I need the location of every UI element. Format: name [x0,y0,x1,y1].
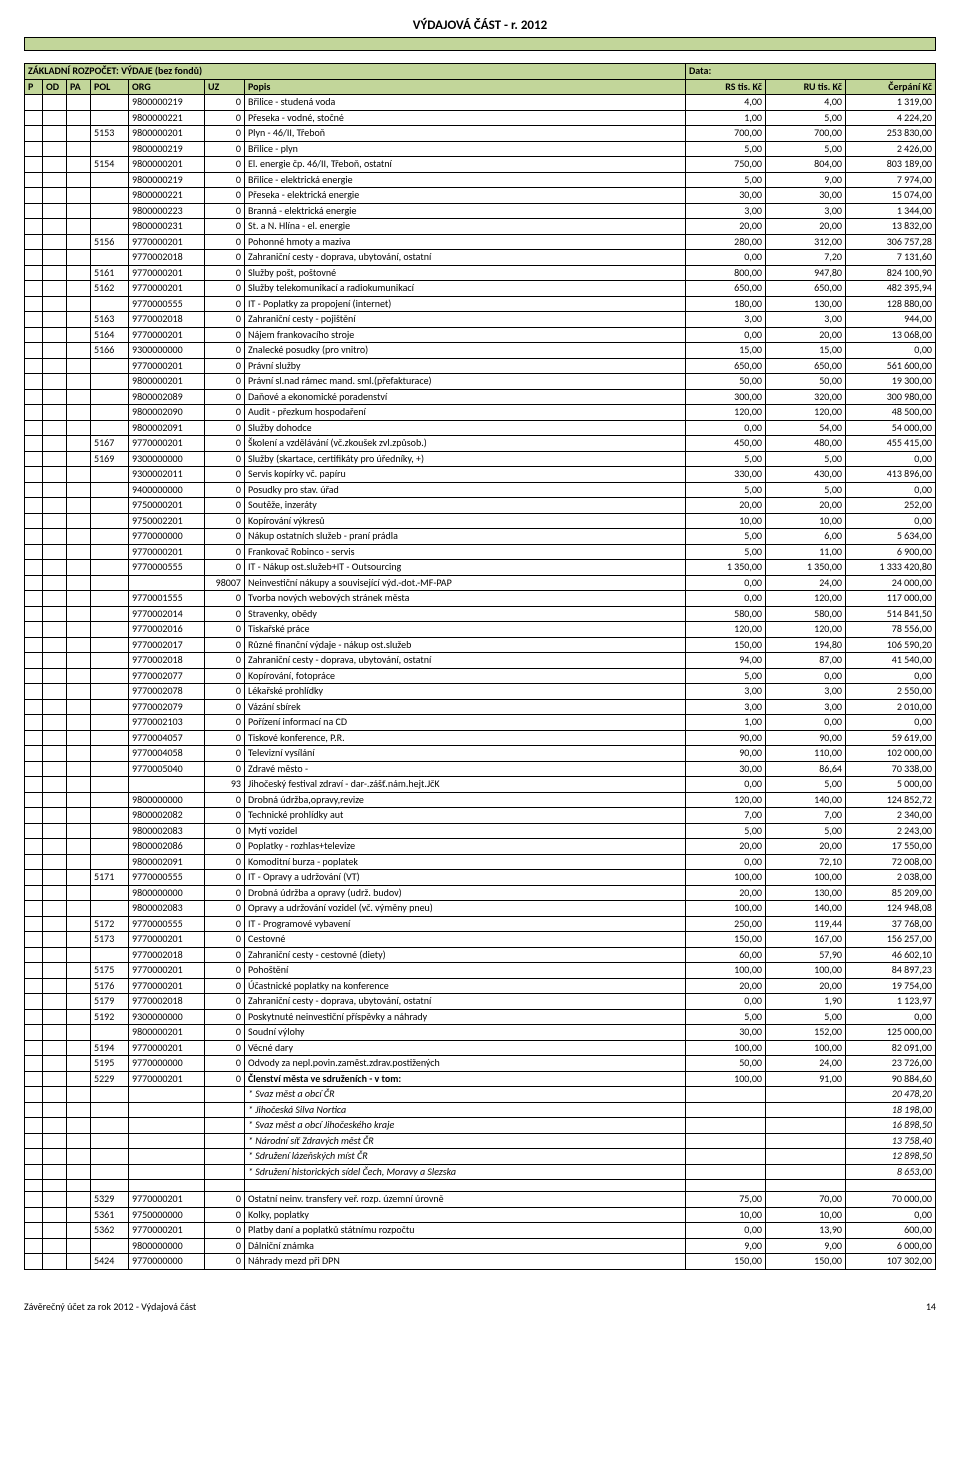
table-row: * Sdružení historických sídel Čech, Mora… [25,1164,936,1180]
table-row: 517597700002010Pohoštění100,00100,0084 8… [25,963,936,979]
table-row: 98000000000Drobná údržba,opravy,revize12… [25,792,936,808]
table-row: 532997700002010Ostatní neinv. transfery … [25,1192,936,1208]
col-popis: Popis [245,79,686,95]
table-row: 517997700020180Zahraniční cesty - doprav… [25,994,936,1010]
table-row: 98000020830Mytí vozidel5,005,002 243,00 [25,823,936,839]
table-row: 516993000000000Služby (skartace, certifi… [25,451,936,467]
table-row: 97500002010Soutěže, inzeráty20,0020,0025… [25,498,936,514]
table-row: 97700040570Tiskové konference, P.R.90,00… [25,730,936,746]
table-row: 97700020160Tiskařské práce120,00120,0078… [25,622,936,638]
table-row: 98000020910Komoditní burza - poplatek0,0… [25,854,936,870]
table-row: 517297700005550IT - Programové vybavení2… [25,916,936,932]
table-row: 515498000002010El. energie čp. 46/II, Tř… [25,157,936,173]
table-row: 522997700002010Členství města ve sdružen… [25,1071,936,1087]
col-cer: Čerpání Kč [845,79,935,95]
table-row: 98000020830Opravy a udržování vozidel (v… [25,901,936,917]
table-row: 97500022010Kopírování výkresů10,0010,000… [25,513,936,529]
table-row: 519497700002010Věcné dary100,00100,0082 … [25,1040,936,1056]
title-bar [24,37,936,51]
table-row: 97700040580Televizní vysílání90,00110,00… [25,746,936,762]
header-left: ZÁKLADNÍ ROZPOČET: VÝDAJE (bez fondů) [25,64,686,80]
table-row: 536297700002010Platby daní a poplatků st… [25,1223,936,1239]
table-row: 97700002010Právní služby650,00650,00561 … [25,358,936,374]
col-pa: PA [67,79,91,95]
table-row: 97700000000Nákup ostatních služeb - pran… [25,529,936,545]
table-row: 98000000000Dálniční známka9,009,006 000,… [25,1238,936,1254]
table-row: * Sdružení lázeňských míst ČR12 898,50 [25,1149,936,1165]
table-row: * Národní síť Zdravých měst ČR13 758,40 [25,1133,936,1149]
table-row: 98000002230Branná - elektrická energie3,… [25,203,936,219]
table-row: * Svaz měst a obcí ČR20 478,20 [25,1087,936,1103]
table-row: 98000020890Daňové a ekonomické poradenst… [25,389,936,405]
table-row: 98000002190Břilice - plyn5,005,002 426,0… [25,141,936,157]
table-row: 97700020790Vázání sbírek3,003,002 010,00 [25,699,936,715]
table-row: 97700015550Tvorba nových webových stráne… [25,591,936,607]
table-row: 97700005550IT - Poplatky za propojení (i… [25,296,936,312]
table-row: 98007Neinvestiční nákupy a související v… [25,575,936,591]
table-row: 515697700002010Pohonné hmoty a maziva280… [25,234,936,250]
col-ru: RU tis. Kč [765,79,845,95]
col-rs: RS tis. Kč [685,79,765,95]
col-uz: UZ [205,79,245,95]
table-row: 519597700000000Odvody za nepl.povin.zamě… [25,1056,936,1072]
col-org: ORG [129,79,205,95]
table-row: 98000020900Audit - přezkum hospodaření12… [25,405,936,421]
table-row: 542497700000000Náhrady mezd při DPN150,0… [25,1254,936,1270]
page-footer: Závěrečný účet za rok 2012 - Výdajová čá… [24,1300,936,1313]
table-row: 98000020860Poplatky - rozhlas+televize20… [25,839,936,855]
table-row: 94000000000Posudky pro stav. úřad5,005,0… [25,482,936,498]
table-row: 516797700002010Školení a vzdělávání (vč.… [25,436,936,452]
table-row: 517197700005550IT - Opravy a udržování (… [25,870,936,886]
footer-left: Závěrečný účet za rok 2012 - Výdajová čá… [24,1300,196,1313]
table-row: 97700050400Zdravé město -30,0086,6470 33… [25,761,936,777]
table-row: 97700020180Zahraniční cesty - cestovné (… [25,947,936,963]
table-row: 97700020180Zahraniční cesty - doprava, u… [25,250,936,266]
page-title: VÝDAJOVÁ ČÁST - r. 2012 [24,18,936,33]
table-row: 515398000002010Plyn - 46/II, Třeboň700,0… [25,126,936,142]
table-row: 98000020820Technické prohlídky aut7,007,… [25,808,936,824]
table-row: 97700020180Zahraniční cesty - doprava, u… [25,653,936,669]
table-row: 516197700002010Služby pošt, poštovné800,… [25,265,936,281]
table-row: 98000002210Přeseka - elektrická energie3… [25,188,936,204]
table-row: 97700020140Stravenky, obědy580,00580,005… [25,606,936,622]
footer-right: 14 [926,1300,936,1313]
header-row-1: ZÁKLADNÍ ROZPOČET: VÝDAJE (bez fondů) Da… [25,64,936,80]
table-row [25,1180,936,1192]
header-row-2: P OD PA POL ORG UZ Popis RS tis. Kč RU t… [25,79,936,95]
table-row: 516397700020180Zahraniční cesty - pojišt… [25,312,936,328]
table-row: 97700021030Pořízení informací na CD1,000… [25,715,936,731]
col-od: OD [43,79,67,95]
table-row: 97700002010Frankovač Robinco - servis5,0… [25,544,936,560]
table-row: 536197500000000Kolky, poplatky10,0010,00… [25,1207,936,1223]
budget-table: ZÁKLADNÍ ROZPOČET: VÝDAJE (bez fondů) Da… [24,63,936,1270]
table-row: 98000002190Břilice - elektrická energie5… [25,172,936,188]
table-row: 98000002190Břilice - studená voda4,004,0… [25,95,936,111]
table-row: * Svaz měst a obcí Jihočeského kraje16 8… [25,1118,936,1134]
table-row: 516497700002010Nájem frankovacího stroje… [25,327,936,343]
table-row: 516693000000000Znalecké posudky (pro vni… [25,343,936,359]
table-row: 516297700002010Služby telekomunikací a r… [25,281,936,297]
table-row: * Jihočeská Silva Nortica18 198,00 [25,1102,936,1118]
table-row: 98000002310St. a N. Hlína - el. energie2… [25,219,936,235]
table-row: 98000020910Služby dohodce0,0054,0054 000… [25,420,936,436]
table-row: 98000002010Soudní výlohy30,00152,00125 0… [25,1025,936,1041]
table-row: 517397700002010Cestovné150,00167,00156 2… [25,932,936,948]
col-p: P [25,79,43,95]
table-row: 93000020110Servis kopírky vč. papíru330,… [25,467,936,483]
col-pol: POL [91,79,129,95]
table-row: 98000002010Právní sl.nad rámec mand. sml… [25,374,936,390]
table-row: 519293000000000Poskytnuté neinvestiční p… [25,1009,936,1025]
table-row: 98000002210Přeseka - vodné, stočné1,005,… [25,110,936,126]
table-row: 98000000000Drobná údržba a opravy (udrž.… [25,885,936,901]
table-row: 93Jihočeský festival zdraví - dar-.zášť.… [25,777,936,793]
table-row: 97700020770Kopírování, fotopráce5,000,00… [25,668,936,684]
header-data: Data: [685,64,935,80]
table-row: 97700020780Lékařské prohlídky3,003,002 5… [25,684,936,700]
table-row: 517697700002010Účastnické poplatky na ko… [25,978,936,994]
table-row: 97700005550IT - Nákup ost.služeb+IT - Ou… [25,560,936,576]
table-row: 97700020170Různé finanční výdaje - nákup… [25,637,936,653]
